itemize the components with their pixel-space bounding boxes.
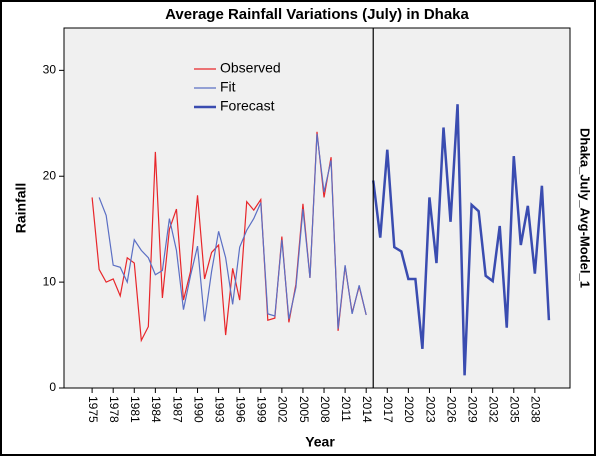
x-tick-label: 2038 bbox=[529, 396, 543, 423]
x-tick-label: 2008 bbox=[318, 396, 332, 423]
x-tick-label: 1987 bbox=[170, 396, 184, 423]
x-tick-label: 2029 bbox=[465, 396, 479, 423]
x-tick-label: 2011 bbox=[339, 396, 353, 422]
x-tick-label: 2023 bbox=[423, 396, 437, 423]
legend-label: Fit bbox=[220, 79, 236, 95]
x-tick-label: 1984 bbox=[149, 396, 163, 423]
x-tick-label: 2002 bbox=[276, 396, 290, 423]
y-tick-label: 30 bbox=[43, 63, 57, 77]
chart-title: Average Rainfall Variations (July) in Dh… bbox=[165, 6, 469, 23]
y-tick-label: 20 bbox=[43, 168, 57, 182]
series-line bbox=[98, 133, 367, 329]
x-tick-label: 1996 bbox=[234, 396, 248, 423]
y-tick-label: 10 bbox=[43, 274, 57, 288]
plot-area bbox=[63, 27, 571, 389]
y-axis-label: Rainfall bbox=[13, 183, 29, 234]
x-tick-label: 2005 bbox=[297, 396, 311, 423]
x-axis-label: Year bbox=[305, 434, 335, 450]
legend-label: Forecast bbox=[220, 98, 275, 114]
x-tick-label: 2017 bbox=[381, 396, 395, 423]
series-line bbox=[371, 104, 551, 376]
x-tick-label: 2026 bbox=[444, 396, 458, 423]
legend-label: Observed bbox=[220, 60, 281, 76]
x-tick-label: 1990 bbox=[191, 396, 205, 423]
x-tick-label: 1978 bbox=[107, 396, 121, 423]
x-tick-label: 1993 bbox=[212, 396, 226, 423]
x-tick-label: 1999 bbox=[255, 396, 269, 423]
x-tick-label: 2014 bbox=[360, 396, 374, 423]
x-tick-label: 2020 bbox=[402, 396, 416, 423]
x-tick-label: 1975 bbox=[86, 396, 100, 423]
right-label: Dhaka_July_Avg-Model_1 bbox=[578, 128, 593, 288]
x-tick-label: 1981 bbox=[128, 396, 142, 423]
x-tick-label: 2035 bbox=[508, 396, 522, 423]
x-tick-label: 2032 bbox=[487, 396, 501, 423]
y-tick-label: 0 bbox=[49, 380, 56, 394]
